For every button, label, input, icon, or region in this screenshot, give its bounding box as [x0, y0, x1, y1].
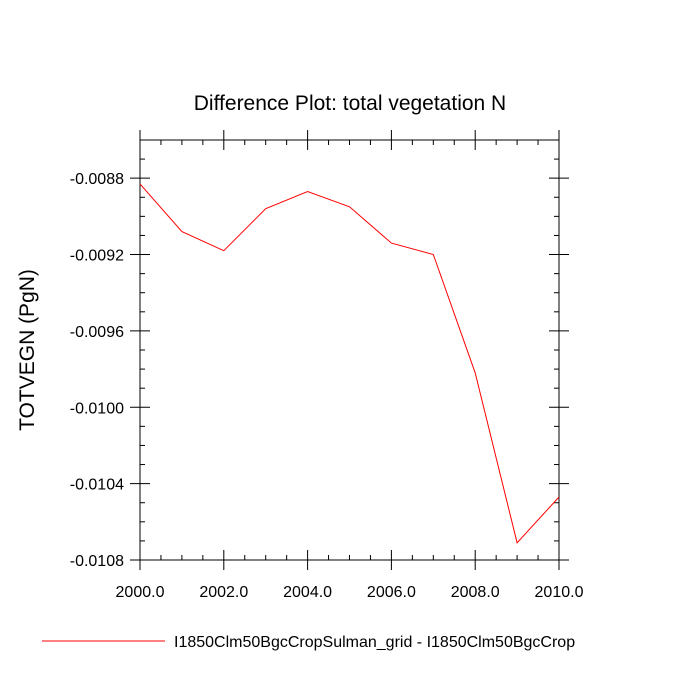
- plot-frame: [139, 139, 560, 561]
- chart-title: Difference Plot: total vegetation N: [194, 92, 506, 115]
- y-tick-label: -0.0096: [70, 324, 124, 341]
- legend: I1850Clm50BgcCropSulman_grid - I1850Clm5…: [42, 634, 575, 651]
- y-axis-label: TOTVEGN (PgN): [16, 269, 39, 431]
- y-tick-label: -0.0092: [70, 248, 124, 265]
- x-tick-label: 2002.0: [199, 584, 248, 601]
- series-line: [139, 183, 560, 544]
- x-tick-label: 2008.0: [451, 584, 500, 601]
- series-layer: [139, 183, 560, 544]
- y-tick-label: -0.0088: [70, 171, 124, 188]
- x-tick-label: 2010.0: [535, 584, 584, 601]
- x-axis: 2000.0 2002.0 2004.0 2006.0 2008.0 2010.0: [116, 130, 584, 601]
- x-tick-label: 2000.0: [116, 584, 165, 601]
- y-tick-label: -0.0108: [70, 553, 124, 570]
- y-tick-label: -0.0100: [70, 400, 124, 417]
- x-tick-label: 2006.0: [367, 584, 416, 601]
- y-tick-label: -0.0104: [70, 477, 124, 494]
- legend-label: I1850Clm50BgcCropSulman_grid - I1850Clm5…: [174, 634, 575, 651]
- y-axis: -0.0088 -0.0092 -0.0096 -0.0100 -0.0104 -0.01…: [70, 139, 569, 570]
- x-tick-label: 2004.0: [283, 584, 332, 601]
